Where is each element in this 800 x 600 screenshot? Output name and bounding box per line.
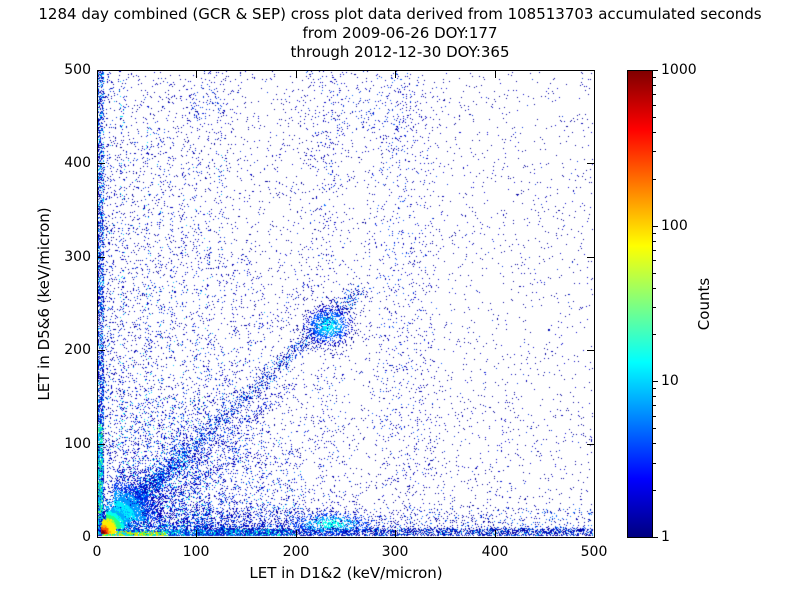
y-tick [98,537,105,538]
colorbar-minor-tick [653,132,656,133]
colorbar-minor-tick [653,443,656,444]
y-tick-right [587,70,594,71]
x-tick-top [196,71,197,78]
colorbar-minor-tick [653,428,656,429]
colorbar-minor-tick [653,241,656,242]
y-tick-label: 400 [64,155,91,171]
colorbar-tick [653,70,658,71]
colorbar-minor-tick [653,388,656,389]
x-tick-label: 0 [92,544,102,560]
plot-frame [97,70,595,538]
y-tick-label: 200 [64,342,91,358]
colorbar-tick [653,226,658,227]
y-tick [98,257,105,258]
colorbar-minor-tick [653,77,656,78]
x-tick [196,530,197,537]
colorbar-minor-tick [653,334,656,335]
x-tick-top [594,71,595,78]
colorbar-tick-label: 100 [661,218,688,234]
x-tick-label: 500 [580,544,608,560]
y-tick [98,70,105,71]
x-tick-label: 300 [381,544,409,560]
colorbar-minor-tick [653,105,656,106]
y-tick-right [587,163,594,164]
x-tick [97,530,98,537]
colorbar-minor-tick [653,463,656,464]
x-tick-top [495,71,496,78]
scatter-density-canvas [98,71,594,537]
chart-title-line2: from 2009-06-26 DOY:177 [302,24,498,42]
y-tick-right [587,257,594,258]
x-tick-top [395,71,396,78]
colorbar-minor-tick [653,117,656,118]
x-tick-label: 400 [481,544,509,560]
x-tick-top [97,71,98,78]
colorbar-minor-tick [653,405,656,406]
chart-title-line1: 1284 day combined (GCR & SEP) cross plot… [38,5,762,23]
y-axis-label: LET in D5&6 (keV/micron) [35,207,53,401]
colorbar-tick [653,381,658,382]
colorbar-minor-tick [653,288,656,289]
colorbar-minor-tick [653,233,656,234]
colorbar-minor-tick [653,94,656,95]
x-tick [395,530,396,537]
y-tick-label: 100 [64,436,91,452]
chart-title-line3: through 2012-12-30 DOY:365 [290,43,510,61]
colorbar-minor-tick [653,260,656,261]
colorbar-minor-tick [653,273,656,274]
y-tick-label: 300 [64,249,91,265]
colorbar-minor-tick [653,490,656,491]
colorbar-tick-label: 1 [661,529,670,545]
chart-title: 1284 day combined (GCR & SEP) cross plot… [0,5,800,62]
x-axis-label: LET in D1&2 (keV/micron) [249,564,443,582]
y-tick-label: 500 [64,62,91,78]
x-tick [495,530,496,537]
y-tick-right [587,350,594,351]
y-tick-right [587,444,594,445]
colorbar-minor-tick [653,151,656,152]
colorbar-tick-label: 10 [661,373,679,389]
x-tick [594,530,595,537]
colorbar-minor-tick [653,416,656,417]
colorbar-minor-tick [653,250,656,251]
colorbar-minor-tick [653,307,656,308]
y-tick-right [587,537,594,538]
colorbar-label: Counts [695,277,713,331]
x-tick-label: 200 [282,544,310,560]
y-tick [98,350,105,351]
x-tick-top [296,71,297,78]
y-tick [98,444,105,445]
x-tick-label: 100 [182,544,210,560]
colorbar-minor-tick [653,179,656,180]
y-tick-label: 0 [82,529,91,545]
y-tick [98,163,105,164]
x-tick [296,530,297,537]
colorbar-minor-tick [653,85,656,86]
colorbar-tick [653,537,658,538]
colorbar-minor-tick [653,396,656,397]
colorbar [627,70,653,538]
colorbar-tick-label: 1000 [661,62,697,78]
